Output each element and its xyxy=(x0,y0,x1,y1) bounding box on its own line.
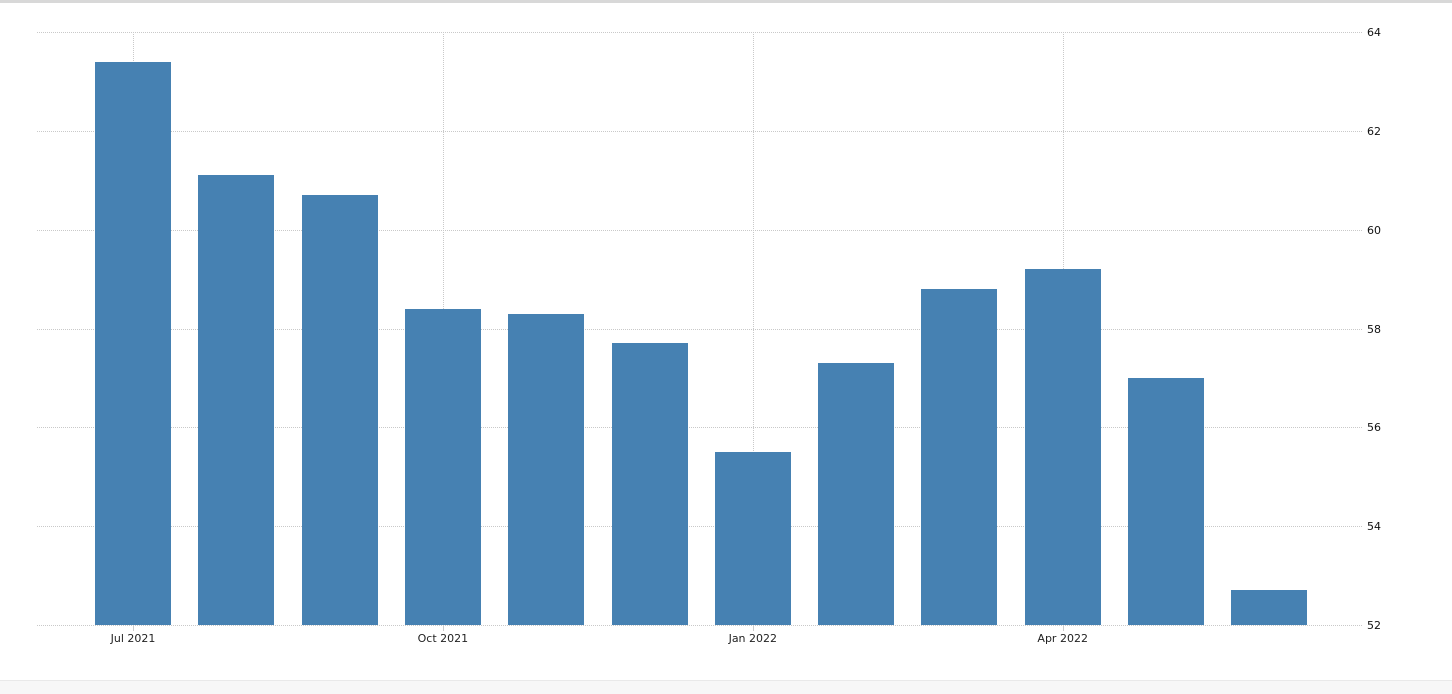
x-gridline xyxy=(752,32,754,625)
y-gridline xyxy=(37,229,1362,231)
y-gridline xyxy=(37,625,1362,626)
bottom-scroll-track xyxy=(0,680,1452,694)
x-axis-tick-label: Jan 2022 xyxy=(728,632,778,645)
y-gridline xyxy=(37,328,1362,330)
y-gridline xyxy=(37,427,1362,429)
bar-sep-2021[interactable] xyxy=(301,195,378,625)
y-axis-tick-label: 60 xyxy=(1367,223,1381,237)
y-gridline xyxy=(37,526,1362,528)
y-axis-tick-label: 56 xyxy=(1367,421,1381,435)
bar-aug-2021[interactable] xyxy=(198,175,275,625)
bar-feb-2022[interactable] xyxy=(818,363,895,625)
bar-mar-2022[interactable] xyxy=(921,288,998,625)
y-axis-tick-label: 52 xyxy=(1367,619,1381,632)
x-axis-tick-label: Jul 2021 xyxy=(110,632,156,645)
bar-dec-2021[interactable] xyxy=(611,343,688,625)
y-axis-tick-label: 54 xyxy=(1367,520,1381,534)
bar-may-2022[interactable] xyxy=(1128,377,1204,625)
bar-jan-2022[interactable] xyxy=(714,452,791,625)
x-axis-tick xyxy=(133,625,134,631)
bar-oct-2021[interactable] xyxy=(404,308,481,625)
bar-nov-2021[interactable] xyxy=(508,313,585,625)
x-axis-tick-label: Apr 2022 xyxy=(1037,632,1088,645)
top-border-strip xyxy=(0,0,1452,3)
y-gridline xyxy=(37,130,1362,132)
x-axis-tick-label: Oct 2021 xyxy=(417,632,469,645)
x-axis-tick xyxy=(442,625,444,631)
bar-apr-2022[interactable] xyxy=(1024,269,1101,625)
y-axis-tick-label: 58 xyxy=(1367,322,1381,336)
y-gridline xyxy=(37,32,1362,33)
bar-jun-2022[interactable] xyxy=(1231,590,1308,625)
x-axis-tick xyxy=(752,625,754,631)
y-axis-tick-label: 62 xyxy=(1367,124,1381,138)
bar-jul-2021[interactable] xyxy=(95,61,171,625)
x-axis-tick xyxy=(1062,625,1064,631)
y-axis-tick-label: 64 xyxy=(1367,26,1381,39)
